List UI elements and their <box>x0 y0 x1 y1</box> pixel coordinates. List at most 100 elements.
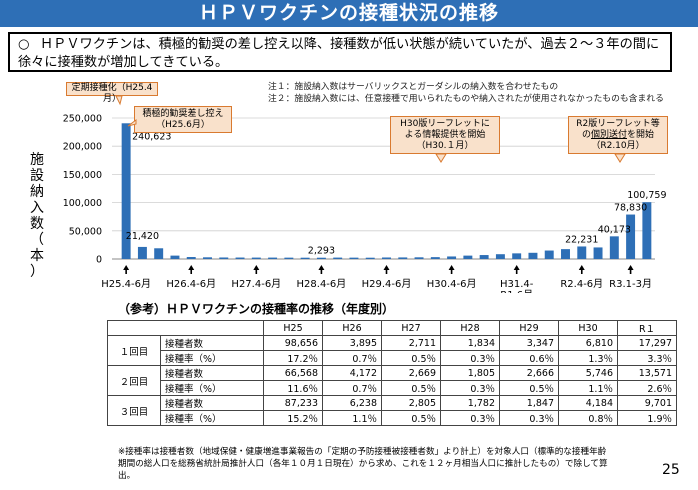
table-cell: 1.9％ <box>617 410 677 426</box>
table-cell: 1.3％ <box>558 350 618 366</box>
y-axis-label-char: 入 <box>30 200 44 216</box>
bar <box>365 257 375 259</box>
callout-recommendation-suspended: 積極的勧奨差し控え （H25.6月） <box>134 106 232 133</box>
table-cell: 0.5％ <box>381 350 441 366</box>
table-cell: 11.6％ <box>263 380 323 396</box>
bar <box>154 248 164 259</box>
table-cell: 5,746 <box>558 365 618 381</box>
table-row-label: 接種者数 <box>160 395 264 411</box>
table-cell: 0.8％ <box>558 410 618 426</box>
table-cell: 3,895 <box>322 335 382 351</box>
y-axis-label-char: 本 <box>30 248 44 264</box>
table-cell: 2.6％ <box>617 380 677 396</box>
table-cell: 3,347 <box>499 335 559 351</box>
table-cell: 0.3％ <box>499 410 559 426</box>
table-row: 接種率（%） 11.6％ 0.7％ 0.5％ 0.3％ 0.5％ 1.1％ 2.… <box>108 380 677 396</box>
table-group-dose1: １回目 <box>107 335 161 366</box>
bar <box>235 257 245 259</box>
y-axis-label-char: 納 <box>30 184 44 200</box>
table-row: 接種率（%） 15.2％ 1.1％ 0.5％ 0.3％ 0.3％ 0.8％ 1.… <box>108 410 677 426</box>
x-tick-label: H29.4-6月 <box>362 278 412 290</box>
table-cell: 6,810 <box>558 335 618 351</box>
table-header-year: H25 <box>263 320 323 336</box>
table-cell: 98,656 <box>263 335 323 351</box>
table-cell: 87,233 <box>263 395 323 411</box>
bar <box>609 236 619 259</box>
table-row: ２回目 接種者数 66,568 4,172 2,669 1,805 2,666 … <box>107 365 677 396</box>
bar-chart: 0 50,000 100,000 150,000 200,000 250,000 H25.4… <box>63 114 667 294</box>
page-number: 25 <box>662 462 680 478</box>
callout-recommendation-suspended-line2: （H25.6月） <box>156 120 210 130</box>
y-tick-label: 0 <box>96 255 102 266</box>
table-group-dose3: ３回目 <box>107 395 161 426</box>
y-tick-label: 250,000 <box>63 114 102 125</box>
table-cell: 2,805 <box>381 395 441 411</box>
bar <box>333 257 343 259</box>
data-label: 22,231 <box>565 234 598 245</box>
summary-text: ＨＰＶワクチンは、積極的勧奨の差し控え以降、接種数が低い状態が続いていたが、過去… <box>18 37 660 70</box>
table-cell: 15.2％ <box>263 410 323 426</box>
table-cell: 0.3％ <box>440 350 500 366</box>
table-cell: 4,172 <box>322 365 382 381</box>
x-tick-label: H31.4- <box>500 279 534 290</box>
x-tick-label: H27.4-6月 <box>231 278 281 290</box>
table-header-year: R１ <box>617 320 677 336</box>
bar <box>561 249 570 259</box>
y-tick-label: 100,000 <box>63 198 102 209</box>
table-cell: 3.3％ <box>617 350 677 366</box>
bar <box>430 257 440 259</box>
bar <box>414 257 424 259</box>
callout-h30-leaflet-line3: （H30.１月） <box>416 141 474 151</box>
x-tick-arrow <box>513 265 520 274</box>
table-cell: 0.5％ <box>381 380 441 396</box>
callout-r2-leaflet-line3: （R2.10月） <box>591 141 645 151</box>
bar <box>268 257 278 259</box>
y-axis-label: 施設納入数（本） <box>28 152 46 280</box>
table-cell: 9,701 <box>617 395 677 411</box>
table-cell: 1,847 <box>499 395 559 411</box>
chart-notes: 注１：施設納入数はサーバリックスとガーダシルの納入数を合わせたもの 注２：施設納… <box>268 81 664 105</box>
table-cell: 1,834 <box>440 335 500 351</box>
y-axis-label-char: 施 <box>30 152 44 168</box>
y-axis-label-char: （ <box>30 232 44 248</box>
bar <box>316 257 326 259</box>
bar <box>121 123 131 259</box>
bar <box>463 255 473 259</box>
table-row: １回目 接種者数 98,656 3,895 2,711 1,834 3,347 … <box>107 335 677 366</box>
table-cell: 2,669 <box>381 365 441 381</box>
bar <box>512 253 522 259</box>
x-tick-label: R2.4-6月 <box>560 278 603 290</box>
callout-routine-vaccination: 定期接種化（H25.4月） <box>66 82 158 104</box>
table-header-year: H30 <box>558 320 618 336</box>
bar <box>447 256 457 259</box>
bar <box>577 246 587 259</box>
bar <box>349 257 359 259</box>
note-2: 注２：施設納入数には、任意接種で用いられたものや納入されたが使用されなかったもの… <box>268 94 664 104</box>
bar <box>203 257 212 259</box>
y-tick-label: 200,000 <box>63 142 102 153</box>
summary-box: ○ ＨＰＶワクチンは、積極的勧奨の差し控え以降、接種数が低い状態が続いていたが、過… <box>8 32 672 72</box>
table-cell: 17,297 <box>617 335 677 351</box>
x-tick-arrow <box>253 265 260 274</box>
x-tick-arrow <box>578 265 585 274</box>
table-group-dose2: ２回目 <box>107 365 161 396</box>
table-cell: 4,184 <box>558 395 618 411</box>
table-header-year: H29 <box>499 320 559 336</box>
table-row-label: 接種率（%） <box>160 410 264 426</box>
table-cell: 0.5％ <box>381 410 441 426</box>
data-label: 100,759 <box>627 190 666 201</box>
callout-r2-leaflet-line1: R2版リーフレット等 <box>576 119 660 129</box>
table-cell: 0.7％ <box>322 380 382 396</box>
table-cell: 0.5％ <box>499 380 559 396</box>
callout-r2-leaflet-line2: の個別送付を開始 <box>569 130 667 141</box>
data-label: 78,830 <box>614 203 647 214</box>
table-section-title: （参考）ＨＰＶワクチンの接種率の推移（年度別） <box>118 302 395 316</box>
bar <box>642 202 652 259</box>
table-header-year: H28 <box>440 320 500 336</box>
x-tick-arrow <box>448 265 455 274</box>
data-label: 2,293 <box>308 246 335 257</box>
table-cell: 2,666 <box>499 365 559 381</box>
table-cell: 17.2％ <box>263 350 323 366</box>
x-tick-arrow <box>383 265 390 274</box>
